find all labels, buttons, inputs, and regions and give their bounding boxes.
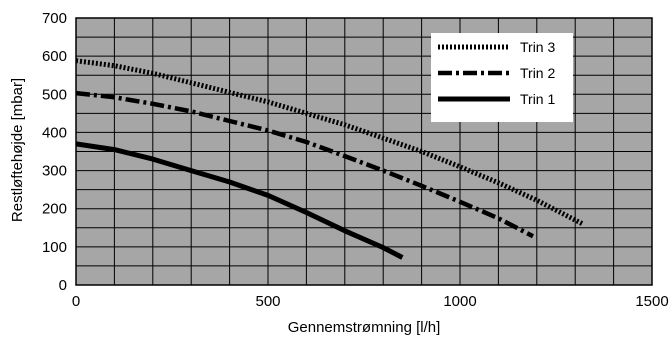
- y-tick-label: 400: [42, 124, 67, 141]
- legend-label: Trin 3: [520, 39, 555, 55]
- y-tick-label: 0: [59, 277, 67, 294]
- legend-label: Trin 2: [520, 65, 555, 81]
- x-tick-label: 1000: [443, 293, 476, 310]
- y-tick-label: 300: [42, 163, 67, 180]
- series-lines: [75, 58, 585, 260]
- x-axis-ticks: 0 500 1000 1500: [72, 293, 669, 310]
- series-line-trin-1: [75, 141, 404, 260]
- y-axis-title: Restløftehøjde [mbar]: [9, 78, 26, 222]
- y-tick-label: 700: [42, 10, 67, 27]
- series-line-trin-3: [75, 58, 585, 227]
- plot-frame: [75, 17, 653, 286]
- y-tick-label: 500: [42, 86, 67, 103]
- x-tick-label: 1500: [635, 293, 668, 310]
- y-tick-label: 600: [42, 48, 67, 65]
- y-tick-label: 200: [42, 201, 67, 218]
- y-axis-ticks: 0 100 200 300 400 500 600 700: [42, 10, 67, 294]
- x-tick-label: 0: [72, 293, 80, 310]
- y-tick-label: 100: [42, 239, 67, 256]
- x-tick-label: 500: [255, 293, 280, 310]
- series-line-trin-2: [75, 90, 535, 239]
- x-axis-title: Gennemstrømning [l/h]: [288, 319, 441, 336]
- legend-label: Trin 1: [520, 91, 555, 107]
- legend: Trin 3 Trin 2 Trin 1: [431, 33, 573, 122]
